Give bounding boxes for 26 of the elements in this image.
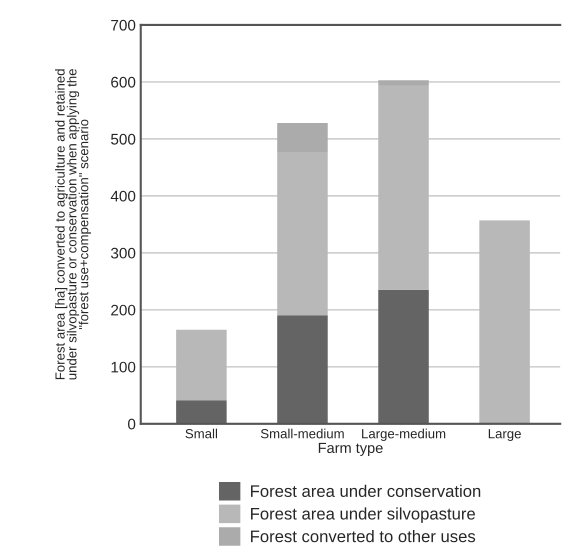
bar [378,80,429,86]
x-tick-label: Large-medium [362,428,446,441]
y-tick-label: 0 [128,418,136,430]
y-tick-label: 500 [111,134,136,145]
bar [277,122,328,153]
bar [378,86,429,290]
y-axis-title: Forest area [ha] converted to agriculture and retained under silvopasture or conservation when applying the "forest use+compensation" scenario [55,69,91,380]
bar [378,290,429,424]
bar [176,400,227,424]
bar [479,220,530,424]
legend-label: Forest converted to other uses [251,530,476,542]
x-tick-label: Small-medium [260,428,344,438]
legend-label: Forest area under silvopasture [251,507,475,523]
y-tick-label: 100 [112,362,136,373]
bar [277,152,328,316]
y-tick-label: 400 [110,190,136,202]
x-axis-title: Farm type [318,442,383,456]
y-tick-label: 200 [111,304,136,316]
x-tick-label: Small [185,428,218,438]
y-tick-label: 600 [111,76,136,88]
x-tick-label: Large [488,429,521,441]
legend-label: Forest area under conservation [251,484,480,498]
y-tick-label: 300 [110,248,136,259]
bar [277,316,328,424]
y-tick-label: 700 [111,20,136,31]
bar [176,330,227,400]
